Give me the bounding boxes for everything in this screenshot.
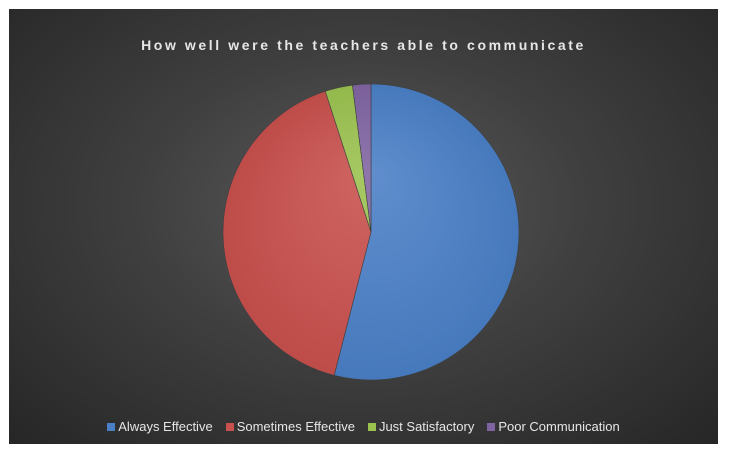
pie-slice-poor-communication [352, 83, 372, 233]
legend-label: Just Satisfactory [378, 419, 475, 434]
legend-item-sometimes-effective: Sometimes Effective [225, 419, 355, 434]
legend-item-always-effective: Always Effective [107, 419, 213, 434]
legend: Always Effective Sometimes Effective Just … [9, 419, 718, 434]
pie-slice-always-effective [333, 83, 520, 381]
legend-swatch [107, 422, 116, 431]
legend-label: Always Effective [118, 419, 213, 434]
legend-label: Sometimes Effective [236, 419, 355, 434]
legend-swatch [367, 422, 376, 431]
legend-swatch [225, 422, 234, 431]
chart-area: How well were the teachers able to commu… [9, 9, 718, 444]
legend-item-poor-communication: Poor Communication [487, 419, 620, 434]
legend-label: Poor Communication [498, 419, 620, 434]
legend-swatch [487, 422, 496, 431]
legend-item-just-satisfactory: Just Satisfactory [367, 419, 475, 434]
pie-chart [222, 83, 520, 381]
chart-title: How well were the teachers able to commu… [141, 37, 586, 53]
pie-slice-sometimes-effective [222, 90, 372, 376]
